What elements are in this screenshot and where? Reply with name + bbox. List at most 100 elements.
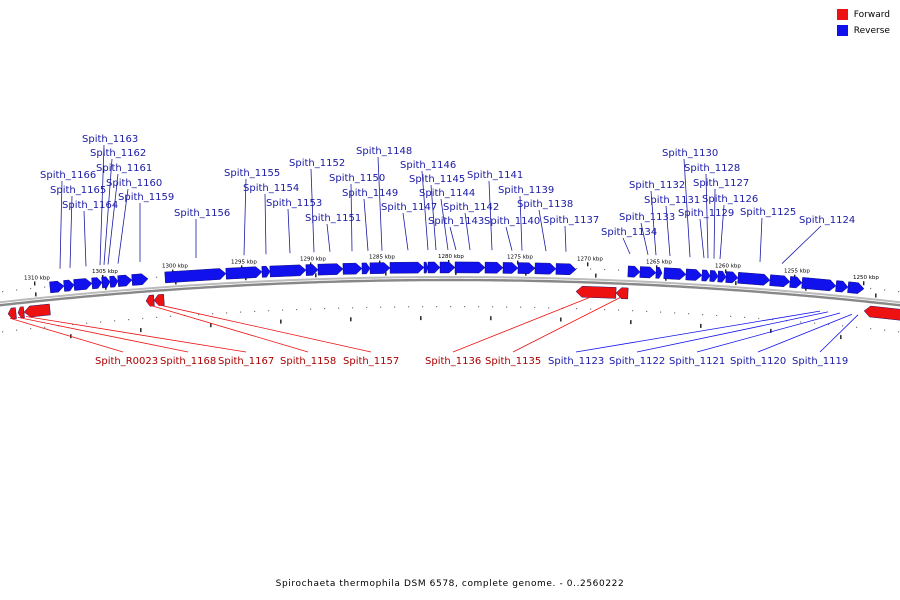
minor-tick [128,319,130,321]
gene-label: Spith_1132 [629,180,685,191]
minor-tick [156,316,158,318]
label-leader [683,158,691,258]
minor-tick [86,322,88,324]
gene-label: Spith_1138 [517,199,573,210]
gene-label: Spith_1122 [609,356,665,367]
label-leader [575,310,821,353]
label-leader [650,190,657,256]
label-leader [350,183,353,252]
minor-tick [100,321,102,323]
minor-tick [254,310,256,312]
label-leader [759,217,763,262]
legend-item-reverse: Reverse [836,25,890,36]
major-tick [280,319,282,324]
label-leader [705,173,709,259]
tick-label: 1310 kbp [24,276,50,282]
label-leader [99,144,105,266]
minor-tick [352,307,354,309]
reverse-gene-arrow [261,265,271,278]
minor-tick [394,306,396,308]
label-leader [107,173,119,265]
reverse-gene-arrow [801,277,837,292]
legend-label-forward: Forward [853,9,890,20]
label-leader [464,212,471,251]
label-leader [17,317,189,353]
reverse-gene-arrow [389,261,425,274]
reverse-gene-arrow [117,274,133,287]
minor-tick [226,312,228,314]
gene-label: Spith_1130 [662,148,718,159]
minor-tick [2,291,4,293]
gene-label: Spith_1131 [644,195,700,206]
gene-label: Spith_1151 [305,213,361,224]
gene-label: Spith_1120 [730,356,786,367]
minor-tick [842,325,844,327]
major-tick [140,328,142,333]
minor-tick [884,329,886,331]
label-leader [719,204,725,260]
minor-tick [618,309,620,311]
minor-tick [464,306,466,308]
minor-tick [408,306,410,308]
reverse-gene-arrow [717,270,727,283]
gene-label: Spith_1124 [799,215,855,226]
label-leader [449,226,457,251]
gene-label: Spith_1156 [174,208,230,219]
gene-label: Spith_1136 [425,356,481,367]
reverse-gene-arrow [101,276,111,289]
reverse-gene-arrow [131,273,149,286]
minor-tick [366,306,368,309]
gene-label: Spith_1127 [693,178,749,189]
label-leader [243,178,247,256]
label-leader [287,208,291,254]
reverse-gene-arrow [655,267,663,279]
gene-label: Spith_1158 [280,356,336,367]
minor-tick [632,310,634,312]
reverse-gene-arrow [709,270,719,282]
major-tick [35,292,37,297]
gene-label: Spith_1147 [381,202,437,213]
minor-tick [534,306,536,309]
label-leader [149,304,309,353]
label-leader [452,296,593,353]
reverse-gene-arrow [639,266,657,279]
major-tick [840,335,842,340]
minor-tick [898,331,900,333]
gene-label: Spith_1140 [484,216,540,227]
major-tick [210,323,212,328]
reverse-gene-arrow [305,264,319,276]
minor-tick [16,289,18,291]
reverse-gene-arrow [685,268,703,281]
tick-label: 1265 kbp [646,259,672,265]
major-tick [700,323,702,328]
reverse-gene-arrow [627,265,641,278]
major-tick [595,273,597,278]
gene-label: Spith_1167 [218,356,274,367]
reverse-gene-arrow [737,272,771,286]
tick-label: 1255 kbp [784,269,810,275]
minor-tick [240,311,242,313]
gene-label: Spith_1157 [343,356,399,367]
minor-tick [450,306,452,308]
label-leader [377,156,383,251]
major-tick [770,328,772,333]
gene-label: Spith_1148 [356,146,412,157]
label-leader [512,297,621,353]
label-leader [310,168,315,253]
minor-tick [422,306,424,308]
minor-tick [870,287,872,290]
minor-tick [534,266,536,269]
minor-tick [548,307,550,309]
major-tick [630,320,632,325]
gene-label: Spith_1165 [50,185,106,196]
label-leader [326,223,331,252]
backbone-shadow [0,276,900,304]
minor-tick [436,306,438,308]
forward-gene-arrow [145,294,155,307]
reverse-gene-arrow [835,280,849,293]
legend-label-reverse: Reverse [853,25,890,36]
minor-tick [870,328,872,330]
minor-tick [814,322,816,324]
tick-label: 1285 kbp [369,255,395,261]
minor-tick [758,317,760,320]
